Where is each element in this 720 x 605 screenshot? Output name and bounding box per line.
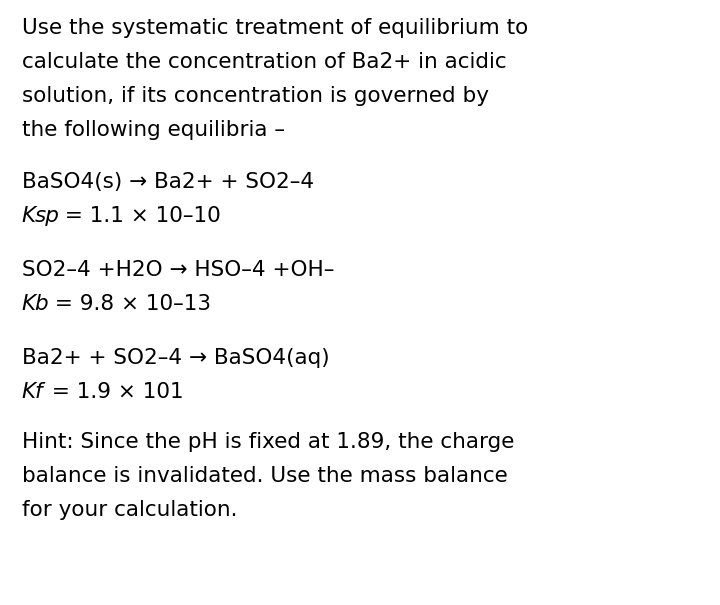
Text: = 1.9 × 101: = 1.9 × 101 [45, 382, 183, 402]
Text: K: K [22, 206, 36, 226]
Text: for your calculation.: for your calculation. [22, 500, 237, 520]
Text: BaSO4(s) → Ba2+ + SO2–4: BaSO4(s) → Ba2+ + SO2–4 [22, 172, 314, 192]
Text: f: f [35, 382, 42, 402]
Text: = 1.1 × 10–10: = 1.1 × 10–10 [58, 206, 220, 226]
Text: solution, if its concentration is governed by: solution, if its concentration is govern… [22, 86, 489, 106]
Text: the following equilibria –: the following equilibria – [22, 120, 284, 140]
Text: SO2–4 +H2O → HSO–4 +OH–: SO2–4 +H2O → HSO–4 +OH– [22, 260, 334, 280]
Text: calculate the concentration of Ba2+ in acidic: calculate the concentration of Ba2+ in a… [22, 52, 506, 72]
Text: Use the systematic treatment of equilibrium to: Use the systematic treatment of equilibr… [22, 18, 528, 38]
Text: K: K [22, 382, 36, 402]
Text: b: b [35, 294, 48, 314]
Text: balance is invalidated. Use the mass balance: balance is invalidated. Use the mass bal… [22, 466, 508, 486]
Text: K: K [22, 294, 36, 314]
Text: Hint: Since the pH is fixed at 1.89, the charge: Hint: Since the pH is fixed at 1.89, the… [22, 432, 514, 452]
Text: sp: sp [35, 206, 60, 226]
Text: Ba2+ + SO2–4 → BaSO4(aq): Ba2+ + SO2–4 → BaSO4(aq) [22, 348, 329, 368]
Text: = 9.8 × 10–13: = 9.8 × 10–13 [48, 294, 210, 314]
